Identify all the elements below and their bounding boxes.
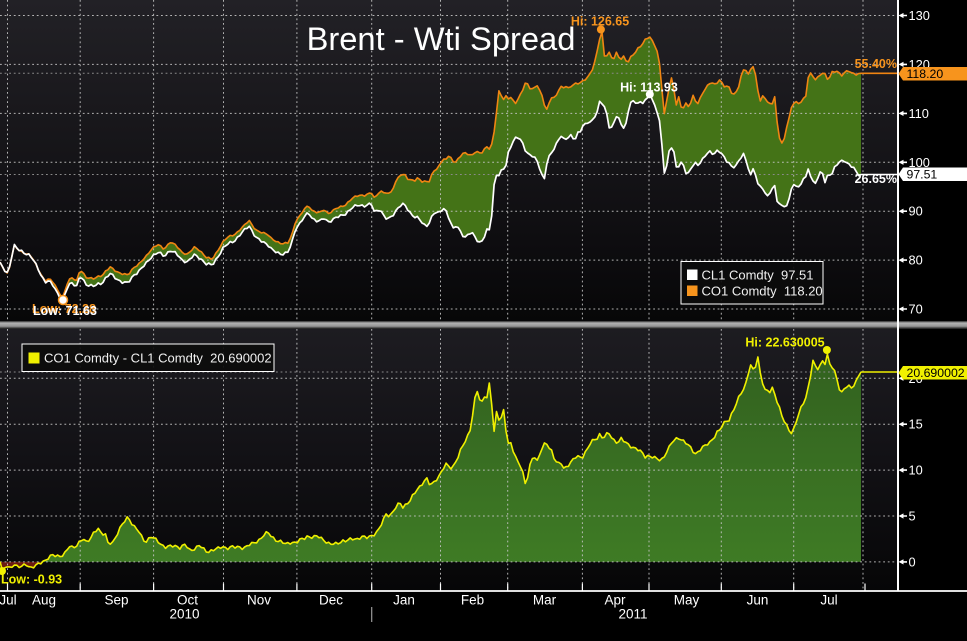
svg-text:CO1 Comdty 118.20: CO1 Comdty 118.20: [702, 284, 823, 299]
svg-text:80: 80: [909, 253, 923, 268]
svg-text:26.65%: 26.65%: [855, 172, 897, 186]
svg-text:15: 15: [909, 417, 923, 432]
svg-text:10: 10: [909, 463, 923, 478]
svg-text:130: 130: [909, 8, 930, 23]
svg-text:110: 110: [909, 106, 929, 121]
svg-text:90: 90: [909, 204, 923, 219]
svg-text:May: May: [674, 593, 700, 608]
svg-text:Dec: Dec: [319, 593, 343, 608]
svg-text:Hi: 22.630005: Hi: 22.630005: [745, 336, 824, 350]
svg-text:Jun: Jun: [747, 593, 769, 608]
svg-text:70: 70: [909, 302, 923, 317]
svg-text:Feb: Feb: [461, 593, 484, 608]
svg-text:Brent - Wti Spread: Brent - Wti Spread: [307, 20, 576, 57]
svg-text:100: 100: [909, 155, 930, 170]
svg-text:CO1 Comdty - CL1 Comdty 20.69: CO1 Comdty - CL1 Comdty 20.690002: [44, 351, 272, 366]
svg-text:20.690002: 20.690002: [907, 366, 965, 380]
svg-text:2011: 2011: [618, 607, 647, 622]
svg-text:Jan: Jan: [393, 593, 415, 608]
svg-text:97.51: 97.51: [907, 168, 938, 182]
svg-text:5: 5: [909, 509, 916, 524]
svg-text:Jul: Jul: [0, 593, 17, 608]
svg-text:CL1 Comdty 97.51: CL1 Comdty 97.51: [702, 268, 814, 283]
svg-text:Apr: Apr: [604, 593, 626, 608]
svg-text:Nov: Nov: [247, 593, 271, 608]
svg-text:Jul: Jul: [820, 593, 837, 608]
svg-text:Mar: Mar: [533, 593, 557, 608]
svg-text:0: 0: [909, 554, 916, 569]
svg-text:Low: 72.28: Low: 72.28: [32, 302, 96, 316]
svg-text:Low: -0.93: Low: -0.93: [1, 573, 62, 587]
svg-text:Sep: Sep: [104, 593, 128, 608]
svg-text:55.40%: 55.40%: [855, 57, 897, 71]
svg-text:Low: 71.63: Low: 71.63: [33, 304, 97, 318]
svg-text:Oct: Oct: [177, 593, 198, 608]
svg-text:118.20: 118.20: [907, 67, 944, 81]
svg-text:Hi: 126.65: Hi: 126.65: [571, 15, 629, 29]
svg-text:Hi: 113.93: Hi: 113.93: [620, 81, 678, 95]
svg-text:Aug: Aug: [32, 593, 56, 608]
svg-text:2010: 2010: [169, 607, 199, 622]
